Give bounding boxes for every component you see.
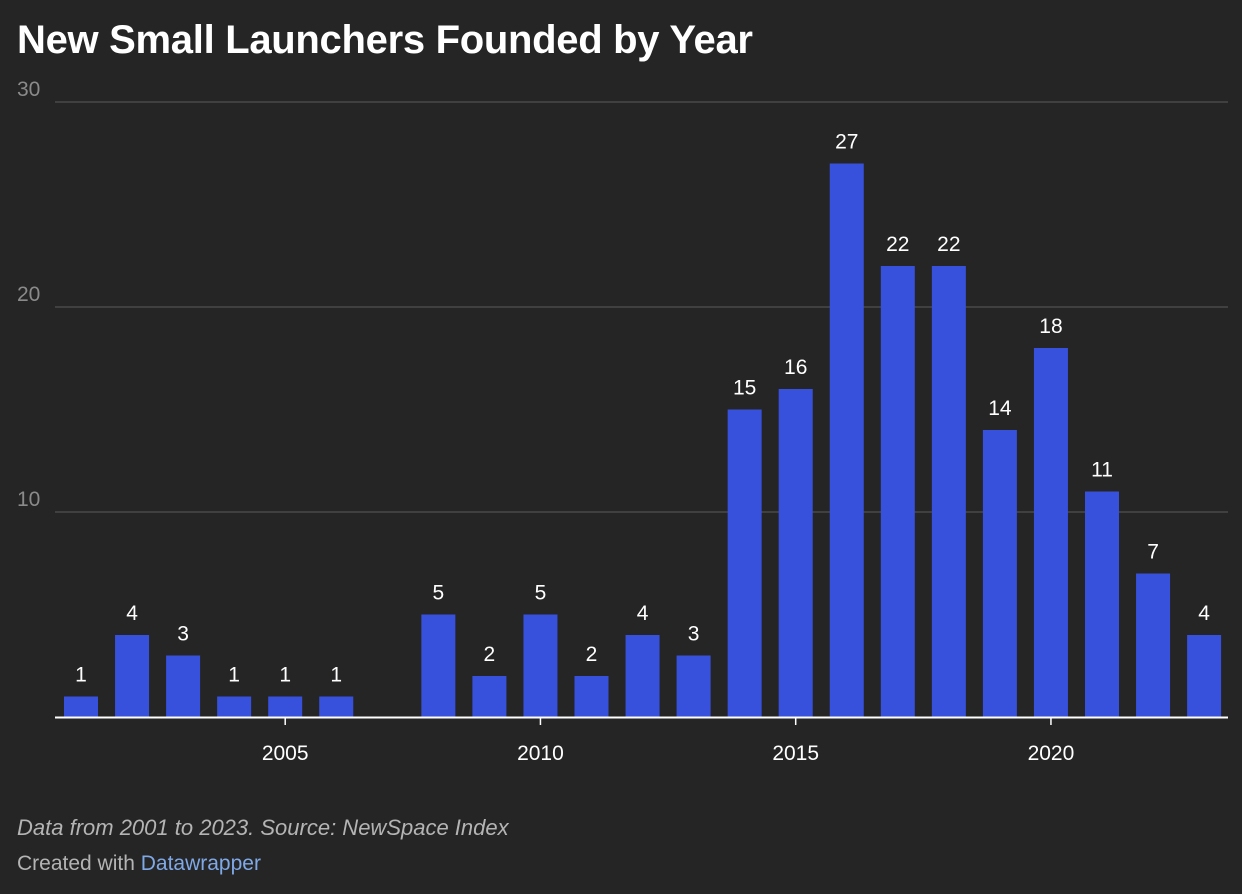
bar-2006: [319, 696, 354, 717]
data-label-2004: 1: [228, 664, 240, 687]
y-tick-label: 30: [17, 78, 40, 101]
data-label-2012: 4: [637, 602, 649, 625]
bar-2016: [829, 163, 864, 717]
credit-line: Created with Datawrapper: [17, 852, 261, 876]
bar-2008: [421, 614, 456, 717]
x-tick-label: 2020: [1028, 742, 1075, 765]
data-label-2020: 18: [1039, 315, 1062, 338]
data-label-2022: 7: [1147, 541, 1159, 564]
y-tick-label: 10: [17, 488, 40, 511]
data-label-2023: 4: [1198, 602, 1210, 625]
x-tick-label: 2015: [772, 742, 819, 765]
bar-2003: [166, 655, 201, 717]
bar-2022: [1136, 573, 1171, 717]
data-label-2018: 22: [937, 233, 960, 256]
data-label-2015: 16: [784, 356, 807, 379]
data-label-2002: 4: [126, 602, 138, 625]
bar-2012: [625, 635, 660, 717]
x-axis: 2005 2010 2015 2020: [55, 716, 1228, 765]
bar-2023: [1187, 635, 1222, 717]
x-tick-label: 2010: [517, 742, 564, 765]
gridlines: 10 20 30: [17, 78, 1228, 513]
data-label-2003: 3: [177, 623, 189, 646]
data-label-2005: 1: [279, 664, 291, 687]
source-note: Data from 2001 to 2023. Source: NewSpace…: [17, 815, 509, 840]
data-label-2021: 11: [1091, 459, 1113, 482]
bar-2010: [523, 614, 558, 717]
data-label-2009: 2: [484, 643, 496, 666]
bar-2019: [982, 430, 1017, 717]
bar-2005: [268, 696, 303, 717]
data-label-2010: 5: [535, 582, 547, 605]
data-label-2011: 2: [586, 643, 598, 666]
bar-2004: [217, 696, 252, 717]
chart-title: New Small Launchers Founded by Year: [17, 18, 753, 62]
bar-2015: [778, 389, 813, 717]
data-label-2014: 15: [733, 377, 756, 400]
data-label-2017: 22: [886, 233, 909, 256]
x-tick-label: 2005: [262, 742, 309, 765]
bar-2011: [574, 676, 609, 717]
datawrapper-link[interactable]: Datawrapper: [140, 852, 261, 875]
credit-prefix: Created with: [17, 852, 141, 875]
bar-2020: [1033, 348, 1068, 717]
bar-2018: [931, 266, 966, 717]
data-label-2006: 1: [330, 664, 342, 687]
bar-2021: [1085, 491, 1119, 717]
bar-2001: [64, 696, 98, 717]
bar-2002: [115, 635, 150, 717]
data-label-2019: 14: [988, 397, 1012, 420]
data-label-2013: 3: [688, 623, 700, 646]
bar-2013: [676, 655, 711, 717]
bar-2014: [727, 409, 762, 717]
data-label-2008: 5: [433, 582, 445, 605]
data-label-2016: 27: [835, 131, 858, 154]
data-label-2001: 1: [75, 664, 87, 687]
bars: [64, 163, 1222, 717]
bar-2009: [472, 676, 507, 717]
y-tick-label: 20: [17, 283, 40, 306]
bar-2017: [880, 266, 915, 717]
